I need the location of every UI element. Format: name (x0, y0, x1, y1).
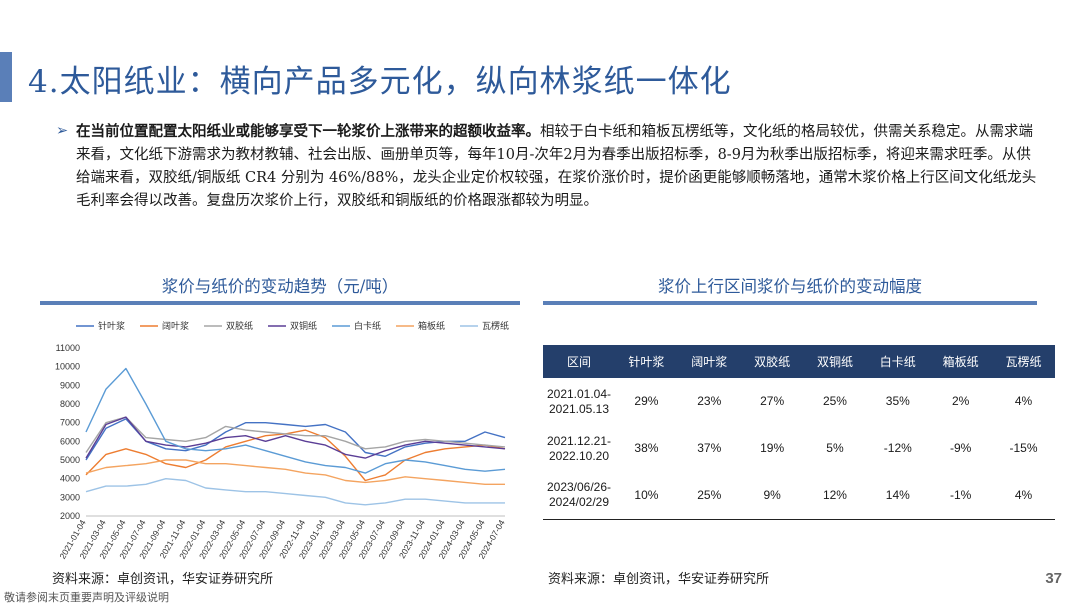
legend-label: 双胶纸 (226, 320, 253, 332)
table-header-cell: 针叶浆 (615, 345, 678, 378)
disclaimer-note: 敬请参阅末页重要声明及评级说明 (4, 591, 169, 604)
y-tick-label: 3000 (60, 492, 80, 502)
legend-label: 双铜纸 (290, 320, 317, 332)
series-line-2 (85, 429, 506, 482)
series-line-6 (85, 459, 505, 486)
legend-label: 瓦楞纸 (482, 320, 509, 332)
table-value-cell: 4% (992, 472, 1055, 520)
table-header-cell: 阔叶浆 (677, 345, 741, 378)
table-value-cell: 25% (822, 394, 847, 408)
table-value-cell: 38% (634, 441, 659, 455)
table-value-cell: 37% (697, 441, 722, 455)
right-source-note: 资料来源：卓创资讯，华安证券研究所 (548, 572, 770, 587)
series-line-7 (85, 477, 505, 506)
left-source-note: 资料来源：卓创资讯，华安证券研究所 (52, 572, 274, 587)
y-tick-label: 8000 (60, 399, 80, 409)
legend-label: 白卡纸 (354, 320, 381, 332)
page-number: 37 (1045, 570, 1062, 587)
y-tick-label: 10000 (55, 362, 80, 372)
y-tick-label: 2000 (60, 511, 80, 521)
table-value-cell: 14% (866, 472, 930, 520)
table-header-cell: 双铜纸 (803, 345, 867, 378)
title-accent-bar (0, 52, 12, 102)
body-paragraph: ➢ 在当前位置配置太阳纸业或能够享受下一轮浆价上涨带来的超额收益率。相较于白卡纸… (56, 120, 1041, 213)
legend-label: 针叶浆 (98, 320, 125, 332)
page-title: 4.太阳纸业：横向产品多元化，纵向林浆纸一体化 (28, 64, 732, 100)
paragraph-bold-lead: 在当前位置配置太阳纸业或能够享受下一轮浆价上涨带来的超额收益率。 (76, 123, 540, 140)
series-line-1 (85, 418, 506, 461)
table-value-cell: 5% (826, 441, 844, 455)
table-value-cell: 23% (697, 394, 722, 408)
series-line-5 (85, 367, 506, 474)
table-value-cell: -1% (929, 472, 993, 520)
table-value-cell: 4% (1014, 394, 1033, 408)
series-line-4 (85, 416, 506, 459)
left-chart-heading: 浆价与纸价的变动趋势（元/吨） (161, 277, 399, 296)
table-header-cell: 瓦楞纸 (992, 345, 1055, 378)
legend-label: 箱板纸 (418, 320, 445, 332)
paragraph-text: 相较于白卡纸和箱板瓦楞纸等，文化纸的格局较优，供需关系稳定。从需求端来看，文化纸… (76, 124, 1037, 209)
bullet-arrow-icon: ➢ (56, 123, 69, 139)
table-value-cell: 19% (760, 441, 785, 455)
table-value-cell: 9% (740, 472, 804, 520)
price-change-table: 区间 针叶浆 阔叶浆 双胶纸 双铜纸 白卡纸 箱板纸 瓦楞纸 2021.01.04- 2021… (543, 345, 1055, 520)
y-tick-label: 7000 (60, 418, 80, 428)
y-tick-label: 9000 (60, 380, 80, 390)
table-value-cell: -12% (883, 441, 912, 455)
y-tick-label: 6000 (60, 436, 80, 446)
table-header-cell: 区间 (543, 345, 615, 378)
price-trend-line-chart: 2000 3000 4000 5000 6000 7000 8000 9000 10000 110… (55, 320, 509, 561)
table-value-cell: 35% (885, 394, 910, 408)
table-row: 2021.12.21- 2022.10.20 38% 37% 19% 5% -12% -9%… (543, 425, 1055, 472)
table-value-cell: 25% (677, 472, 741, 520)
table-header-row: 区间 针叶浆 阔叶浆 双胶纸 双铜纸 白卡纸 箱板纸 瓦楞纸 (543, 345, 1055, 378)
table-value-cell: 27% (760, 394, 785, 408)
table-row: 2021.01.04- 2021.05.13 29% 23% 27% 25% 35% 2% 4… (543, 378, 1055, 425)
table-period-cell: 2023/06/26- 2024/02/29 (543, 472, 615, 520)
table-header-cell: 双胶纸 (740, 345, 804, 378)
table-value-cell: 29% (634, 394, 659, 408)
table-period-cell: 2021.01.04- 2021.05.13 (546, 386, 612, 416)
table-value-cell: -9% (949, 441, 972, 455)
right-heading-rule (543, 301, 1037, 305)
y-tick-label: 4000 (60, 474, 80, 484)
table-value-cell: 10% (615, 472, 678, 520)
series-line-3 (85, 416, 506, 453)
table-value-cell: 2% (951, 394, 970, 408)
y-tick-label: 11000 (56, 343, 80, 353)
y-tick-label: 5000 (60, 455, 80, 465)
table-period-cell: 2021.12.21- 2022.10.20 (546, 433, 612, 463)
left-heading-rule (40, 301, 520, 305)
table-value-cell: 12% (803, 472, 867, 520)
table-value-cell: -15% (1009, 441, 1038, 455)
table-header-cell: 箱板纸 (929, 345, 993, 378)
table-row: 2023/06/26- 2024/02/29 10% 25% 9% 12% 14% -1% 4… (543, 472, 1055, 520)
table-header-cell: 白卡纸 (866, 345, 930, 378)
legend-label: 阔叶浆 (162, 320, 189, 332)
right-table-heading: 浆价上行区间浆价与纸价的变动幅度 (658, 277, 922, 296)
